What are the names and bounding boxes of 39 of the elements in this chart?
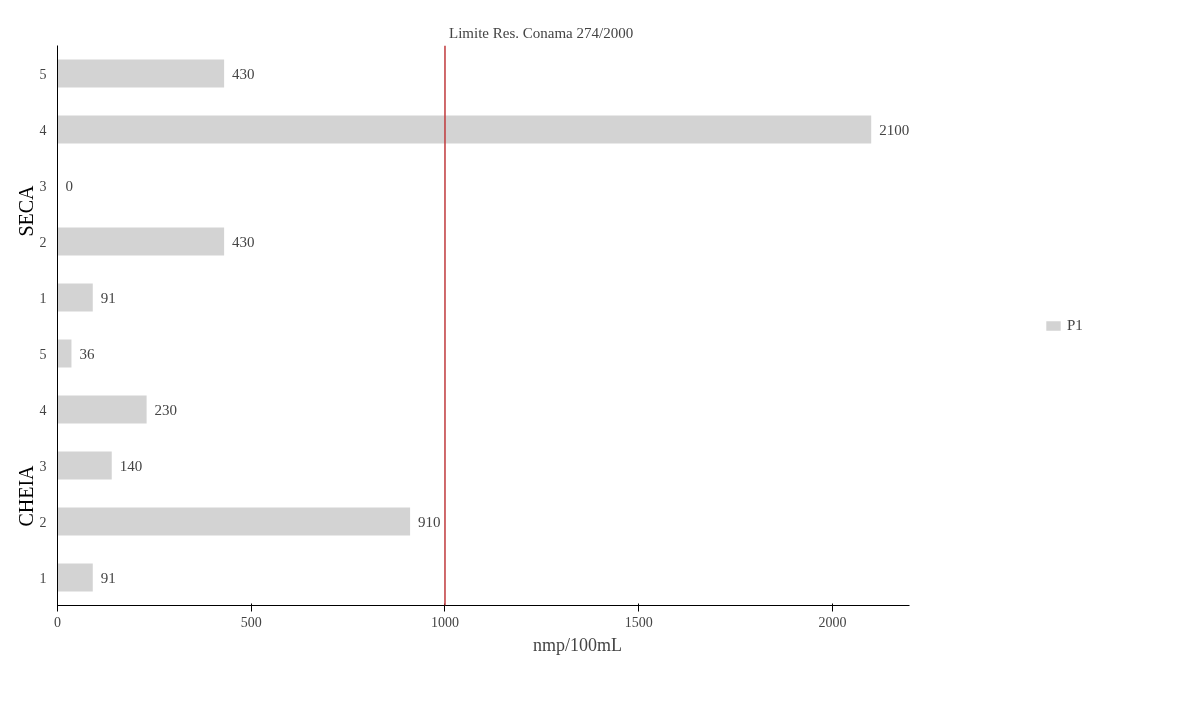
x-axis-title: nmp/100mL <box>533 634 622 655</box>
bar <box>57 451 112 480</box>
bar <box>57 227 225 256</box>
data-label: 91 <box>100 289 116 306</box>
bar <box>57 339 72 368</box>
x-tick-label: 500 <box>240 614 262 630</box>
y-tick-label: 1 <box>39 290 47 306</box>
text: CHEIA <box>14 464 37 527</box>
y-tick-label: 5 <box>39 346 47 362</box>
y-tick-label: 1 <box>39 570 47 586</box>
x-tick-label: 1000 <box>430 614 459 630</box>
x-tick-label: 2000 <box>818 614 847 630</box>
data-label: 230 <box>154 401 178 418</box>
y-tick-label: 2 <box>39 514 47 530</box>
y-tick-label: 5 <box>39 66 47 82</box>
bar <box>57 507 411 536</box>
data-label: 2100 <box>879 121 910 138</box>
x-tick-label: 0 <box>54 614 61 630</box>
data-label: 430 <box>232 65 255 82</box>
y-tick-label: 3 <box>39 178 47 194</box>
bar <box>57 395 147 424</box>
x-tick-label: 1500 <box>624 614 653 630</box>
data-label: 430 <box>232 233 255 250</box>
y-tick-label: 3 <box>39 458 47 474</box>
text: SECA <box>14 184 37 237</box>
data-label: 36 <box>79 345 95 362</box>
y-tick-label: 4 <box>39 122 47 138</box>
bar <box>57 563 93 592</box>
data-label: 910 <box>418 513 441 530</box>
ref-line-label: Limite Res. Conama 274/2000 <box>448 24 634 41</box>
bar <box>57 59 225 88</box>
legend-label: P1 <box>1067 316 1084 334</box>
data-label: 140 <box>119 457 143 474</box>
bar <box>57 283 93 312</box>
bar <box>57 115 872 144</box>
y-tick-label: 4 <box>39 402 47 418</box>
data-label: 0 <box>65 177 73 194</box>
y-tick-label: 2 <box>39 234 47 250</box>
data-label: 91 <box>100 569 116 586</box>
